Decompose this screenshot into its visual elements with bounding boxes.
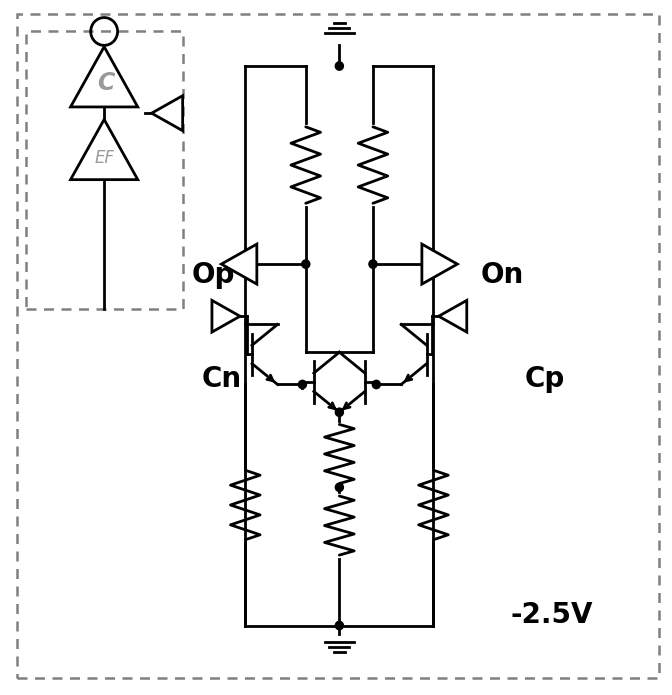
- Text: C: C: [97, 72, 114, 95]
- Text: Op: Op: [192, 261, 235, 288]
- Polygon shape: [422, 244, 458, 284]
- Circle shape: [372, 380, 380, 389]
- Text: Cp: Cp: [524, 365, 564, 393]
- Circle shape: [369, 260, 377, 268]
- Text: Cn: Cn: [202, 365, 242, 393]
- Polygon shape: [439, 300, 467, 332]
- Circle shape: [302, 260, 310, 268]
- Circle shape: [335, 483, 343, 491]
- Polygon shape: [152, 96, 183, 131]
- Text: -2.5V: -2.5V: [511, 601, 593, 629]
- Circle shape: [335, 62, 343, 70]
- Text: EF: EF: [94, 149, 114, 167]
- Circle shape: [298, 380, 306, 389]
- Circle shape: [335, 408, 343, 416]
- Polygon shape: [212, 300, 240, 332]
- Text: On: On: [480, 261, 523, 288]
- Polygon shape: [221, 244, 257, 284]
- Circle shape: [335, 621, 343, 630]
